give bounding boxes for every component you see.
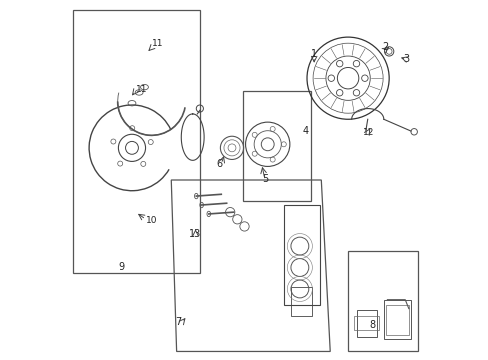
Text: 9: 9 (118, 262, 124, 272)
Text: 5: 5 (261, 174, 267, 184)
Bar (242, 91, 310, 202)
Text: 8: 8 (368, 320, 375, 330)
Bar (356, 310, 376, 337)
Text: 6: 6 (216, 159, 222, 170)
Text: 10: 10 (146, 216, 158, 225)
Bar (383, 300, 410, 339)
Text: 2: 2 (382, 42, 388, 51)
Text: 11: 11 (151, 39, 163, 48)
Text: 1: 1 (310, 49, 317, 59)
Text: 11: 11 (135, 85, 147, 94)
Text: 7: 7 (175, 317, 181, 327)
Bar (353, 316, 378, 330)
Bar (347, 251, 417, 351)
Text: 13: 13 (189, 229, 201, 239)
Bar (283, 205, 319, 305)
Bar (73, 10, 200, 273)
Text: 3: 3 (403, 54, 408, 64)
Bar (290, 287, 312, 316)
Bar (385, 305, 408, 336)
Text: 4: 4 (302, 126, 307, 136)
Text: 12: 12 (363, 129, 374, 138)
